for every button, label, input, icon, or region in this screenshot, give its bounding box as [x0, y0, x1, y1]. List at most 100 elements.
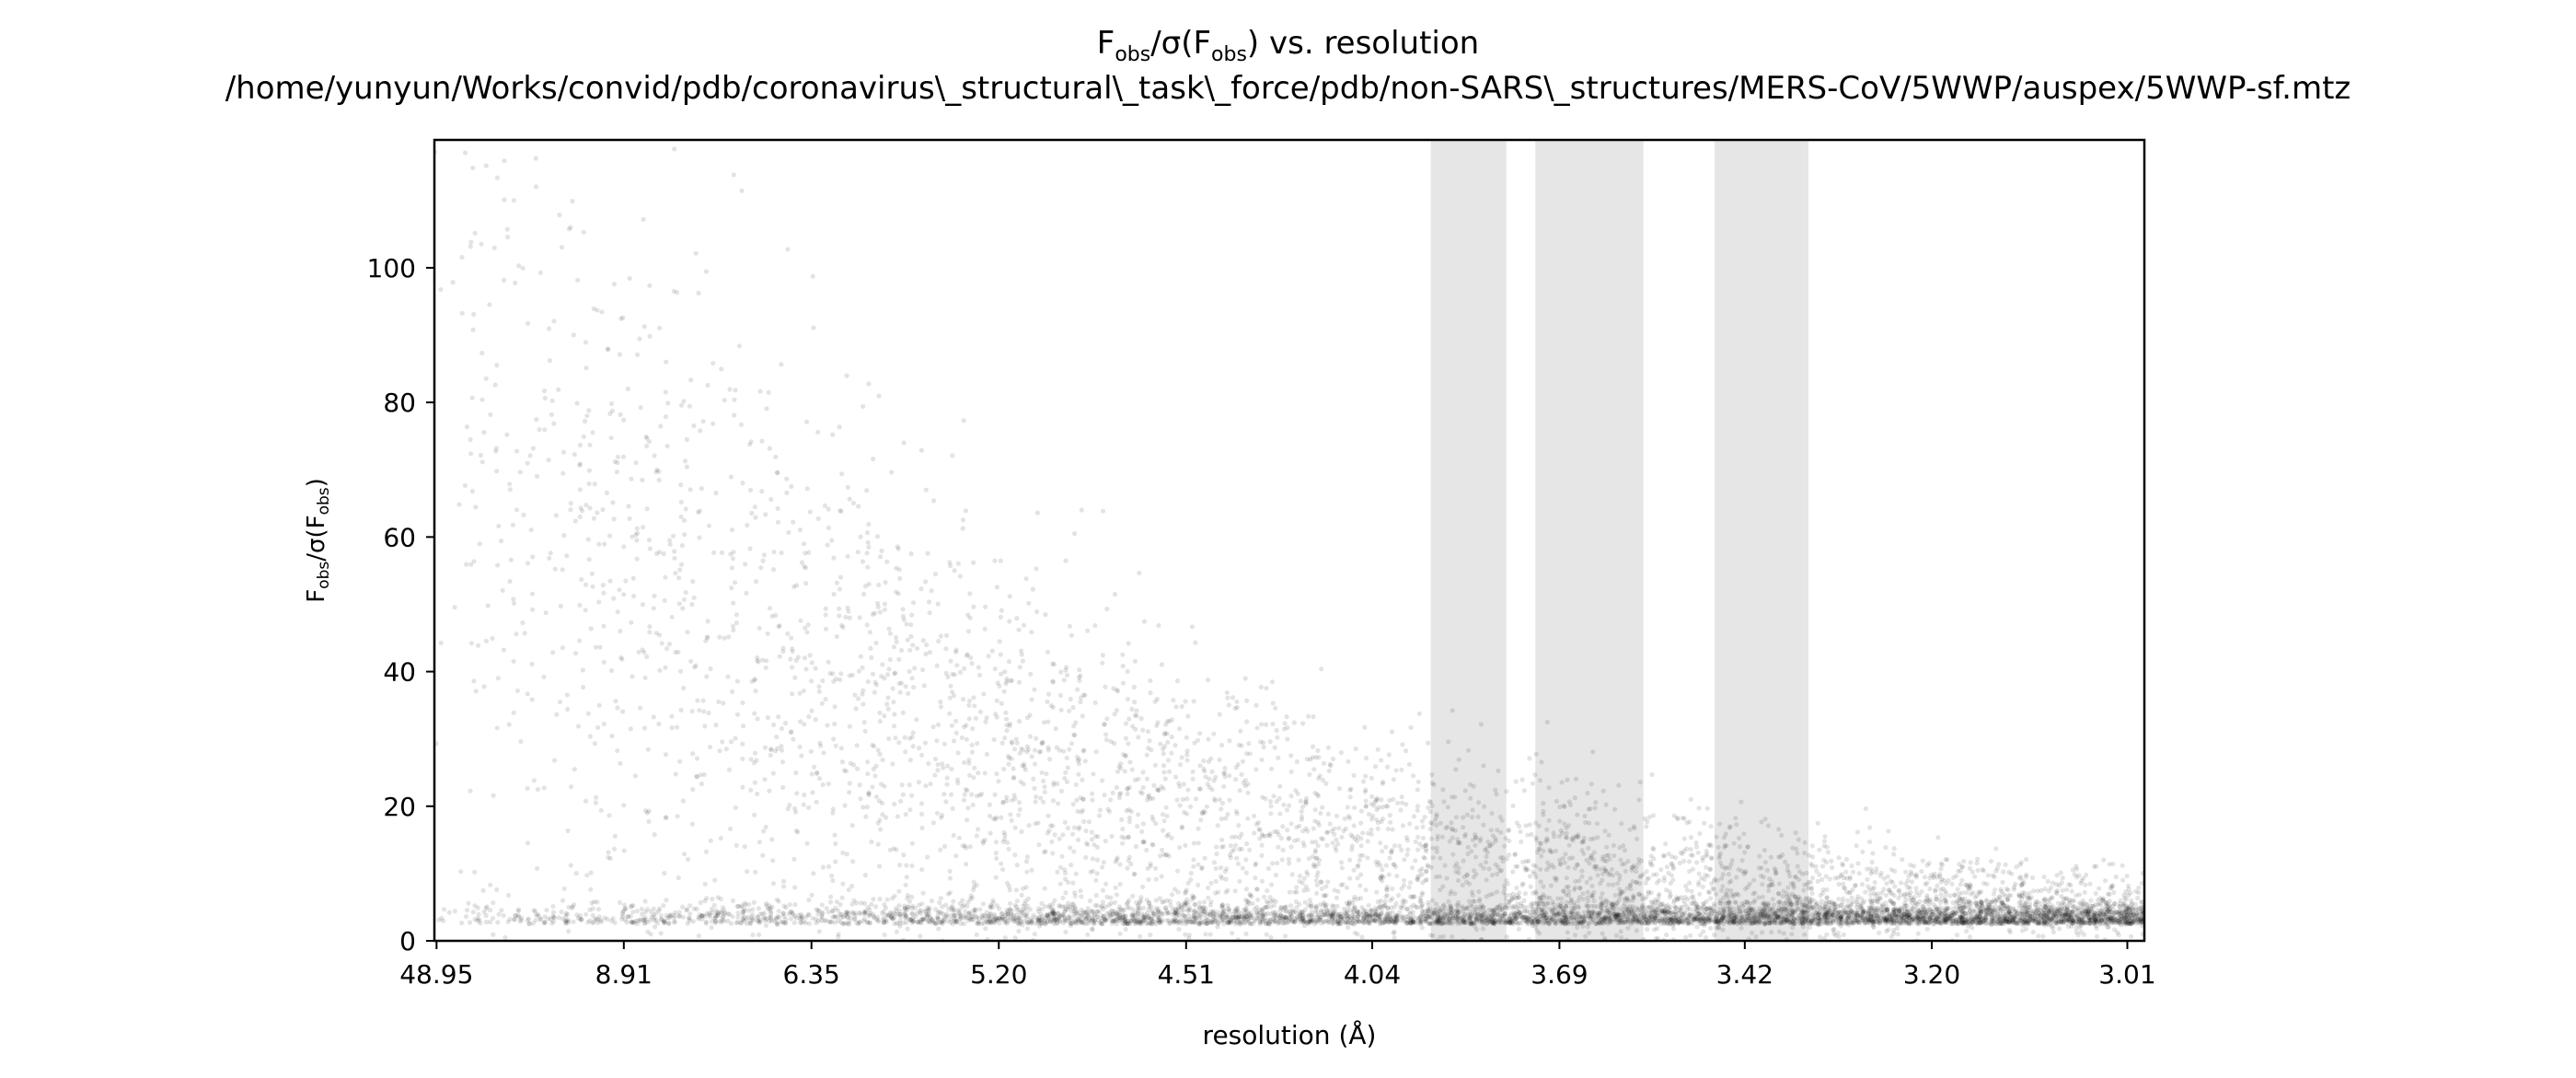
data-point [1468, 782, 1473, 787]
data-point [684, 464, 689, 469]
data-point [1644, 824, 1649, 829]
data-point [1102, 722, 1107, 727]
data-point [1374, 889, 1380, 895]
data-point [1794, 846, 1799, 852]
data-point [1312, 818, 1318, 824]
data-point [2027, 913, 2032, 919]
data-point [1473, 842, 1478, 848]
data-point [1819, 864, 1826, 869]
data-point [938, 847, 943, 852]
data-point [1935, 883, 1940, 888]
data-point [1534, 917, 1540, 922]
data-point [1882, 900, 1889, 906]
data-point [834, 899, 840, 905]
data-point [765, 631, 770, 636]
data-point [1346, 924, 1351, 931]
data-point [1241, 780, 1246, 785]
data-point [1786, 893, 1793, 898]
data-point [501, 277, 507, 283]
data-point [1009, 817, 1014, 823]
data-point [2090, 915, 2096, 921]
data-point [1659, 908, 1665, 914]
data-point [2112, 900, 2118, 907]
data-point [1308, 918, 1313, 923]
data-point [1149, 910, 1155, 916]
data-point [1012, 825, 1018, 830]
data-point [1312, 850, 1318, 855]
data-point [1030, 586, 1035, 592]
data-point [1400, 742, 1405, 748]
data-point [1963, 910, 1969, 916]
data-point [1786, 870, 1792, 875]
data-point [628, 726, 633, 732]
data-point [941, 843, 948, 850]
data-point [1562, 912, 1567, 918]
data-point [907, 668, 912, 675]
data-point [866, 791, 872, 796]
data-point [2111, 918, 2117, 923]
data-point [1512, 852, 1518, 858]
data-point [2133, 888, 2139, 895]
data-point [1004, 728, 1010, 734]
data-point [596, 541, 602, 547]
data-point [1915, 914, 1921, 920]
data-point [1255, 897, 1261, 902]
data-point [1442, 906, 1448, 911]
data-point [2065, 918, 2071, 923]
data-point [1598, 915, 1603, 921]
data-point [1056, 914, 1062, 921]
data-point [1600, 871, 1606, 876]
data-point [1090, 916, 1095, 922]
data-point [499, 908, 504, 913]
data-point [1773, 871, 1779, 876]
data-point [1627, 827, 1633, 832]
data-point [1984, 881, 1990, 887]
data-point [780, 759, 786, 765]
data-point [1647, 904, 1653, 910]
data-point [1573, 878, 1578, 885]
data-point [595, 724, 601, 731]
data-point [1698, 921, 1704, 926]
data-point [799, 560, 805, 565]
data-point [1161, 751, 1166, 757]
data-point [948, 792, 954, 797]
data-point [1655, 910, 1660, 916]
data-point [1390, 910, 1395, 915]
data-point [1339, 865, 1345, 871]
data-point [1061, 748, 1067, 754]
data-point [1050, 908, 1056, 914]
data-point [985, 921, 991, 926]
data-point [1469, 815, 1475, 820]
data-point [1563, 834, 1569, 840]
data-point [1739, 900, 1745, 907]
data-point [1989, 898, 1994, 904]
data-point [999, 608, 1004, 613]
data-point [1038, 795, 1044, 801]
data-point [940, 904, 945, 910]
data-point [1424, 869, 1429, 875]
data-point [2081, 932, 2086, 937]
data-point [1756, 909, 1762, 914]
data-point [1164, 813, 1170, 819]
data-point [620, 911, 626, 917]
data-point [1063, 890, 1069, 896]
data-point [1492, 921, 1497, 926]
data-point [1009, 740, 1015, 747]
data-point [1007, 619, 1012, 624]
data-point [872, 773, 878, 779]
data-point [816, 689, 822, 694]
data-point [1419, 866, 1425, 872]
data-point [1557, 903, 1563, 909]
data-point [484, 904, 490, 910]
data-point [832, 704, 837, 710]
data-point [934, 810, 941, 816]
data-point [677, 759, 683, 764]
data-point [933, 756, 939, 762]
data-point [865, 759, 871, 765]
data-point [1288, 903, 1294, 909]
data-point [869, 655, 874, 661]
data-point [1603, 916, 1609, 922]
data-point [1639, 909, 1646, 914]
data-point [960, 526, 965, 531]
data-point [1450, 827, 1456, 833]
